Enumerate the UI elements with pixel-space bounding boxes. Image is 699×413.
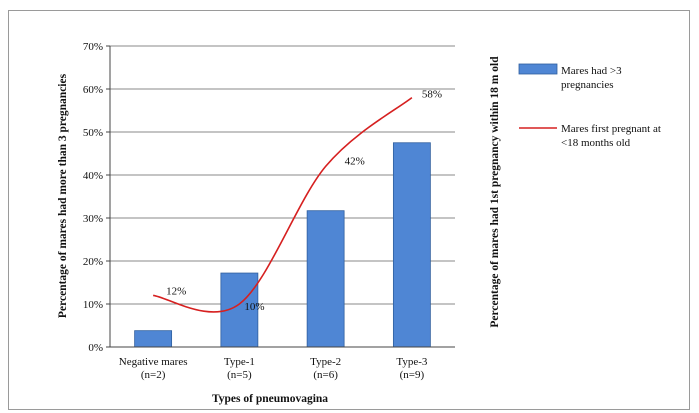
y-tick-label: 30% — [83, 213, 103, 225]
x-tick-label: Negative mares (n=2) — [119, 356, 188, 381]
y-tick-label: 10% — [83, 299, 103, 311]
y-axis-title-left: Percentage of mares had more than 3 preg… — [57, 73, 69, 318]
data-label: 42% — [345, 155, 365, 167]
x-axis-title: Types of pneumovagina — [212, 393, 328, 405]
x-tick-label: Type-3 (n=9) — [396, 356, 427, 381]
bar — [306, 210, 345, 348]
line-series-path — [152, 96, 413, 313]
legend-label-bar: Mares had >3 pregnancies — [561, 65, 622, 91]
bar — [392, 142, 431, 348]
axes — [109, 46, 455, 348]
legend-swatch-bar — [518, 63, 558, 75]
legend: Mares had >3 pregnancies Mares first pregn… — [518, 63, 661, 149]
y-tick-label: 70% — [83, 41, 103, 53]
y-tick-label: 50% — [83, 127, 103, 139]
y-tick-label: 20% — [83, 256, 103, 268]
bar-series — [134, 142, 431, 348]
data-label: 12% — [166, 285, 186, 297]
y-tick-label: 60% — [83, 84, 103, 96]
x-tick-labels: Negative mares (n=2) Type-1 (n=5) Type-2 (n=6… — [119, 356, 428, 381]
data-label: 10% — [244, 301, 264, 313]
data-labels: 12% 10% 42% 58% — [166, 89, 442, 313]
y-tick-labels: 0% 10% 20% 30% 40% 50% 60% 70% — [83, 41, 103, 354]
y-tick-label: 0% — [88, 342, 103, 354]
bar — [134, 330, 173, 348]
chart-border — [8, 10, 690, 410]
x-tick-label: Type-2 (n=6) — [310, 356, 341, 381]
x-tick-label: Type-1 (n=5) — [224, 356, 255, 381]
line-series — [152, 96, 413, 313]
y-axis-title-right: Percentage of mares had 1st pregnancy wi… — [489, 56, 501, 328]
legend-label-line: Mares first pregnant at <18 months old — [561, 123, 661, 149]
y-tick-label: 40% — [83, 170, 103, 182]
data-label: 58% — [422, 89, 442, 101]
